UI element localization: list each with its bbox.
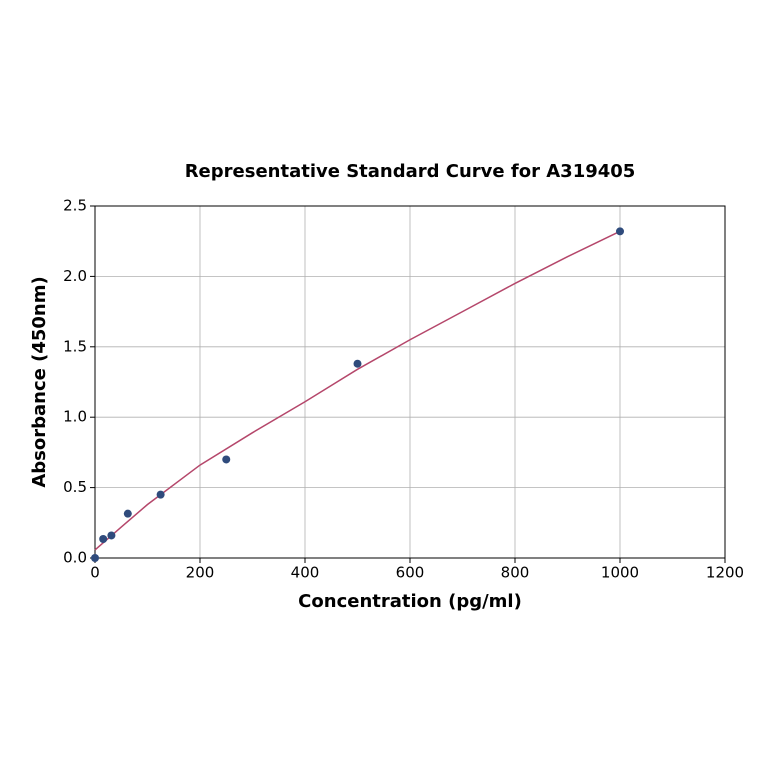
y-tick-label: 0.0 bbox=[63, 549, 87, 567]
x-tick-label: 200 bbox=[186, 564, 215, 582]
data-point bbox=[156, 490, 165, 499]
chart-title: Representative Standard Curve for A31940… bbox=[185, 161, 636, 182]
data-point bbox=[107, 531, 116, 540]
fit-curve bbox=[94, 230, 621, 551]
x-axis-label: Concentration (pg/ml) bbox=[298, 591, 522, 612]
y-tick-label: 1.0 bbox=[63, 408, 87, 426]
data-point bbox=[91, 554, 99, 562]
x-tick-label: 600 bbox=[396, 564, 425, 582]
x-tick-label: 0 bbox=[90, 564, 100, 582]
x-tick-label: 800 bbox=[501, 564, 530, 582]
y-tick-label: 2.0 bbox=[63, 267, 87, 285]
x-tick-label: 400 bbox=[291, 564, 320, 582]
plot-frame bbox=[94, 205, 726, 559]
data-point bbox=[353, 359, 362, 368]
y-tick-label: 1.5 bbox=[63, 337, 87, 355]
data-point bbox=[616, 227, 624, 236]
y-axis-label: Absorbance (450nm) bbox=[29, 276, 50, 487]
y-tick-label: 0.5 bbox=[63, 478, 87, 496]
data-point bbox=[222, 455, 231, 464]
x-tick-label: 1000 bbox=[601, 564, 639, 582]
y-tick-label: 2.5 bbox=[63, 197, 87, 215]
data-point bbox=[99, 534, 108, 543]
data-point bbox=[123, 509, 132, 518]
x-tick-label: 1200 bbox=[706, 564, 744, 582]
